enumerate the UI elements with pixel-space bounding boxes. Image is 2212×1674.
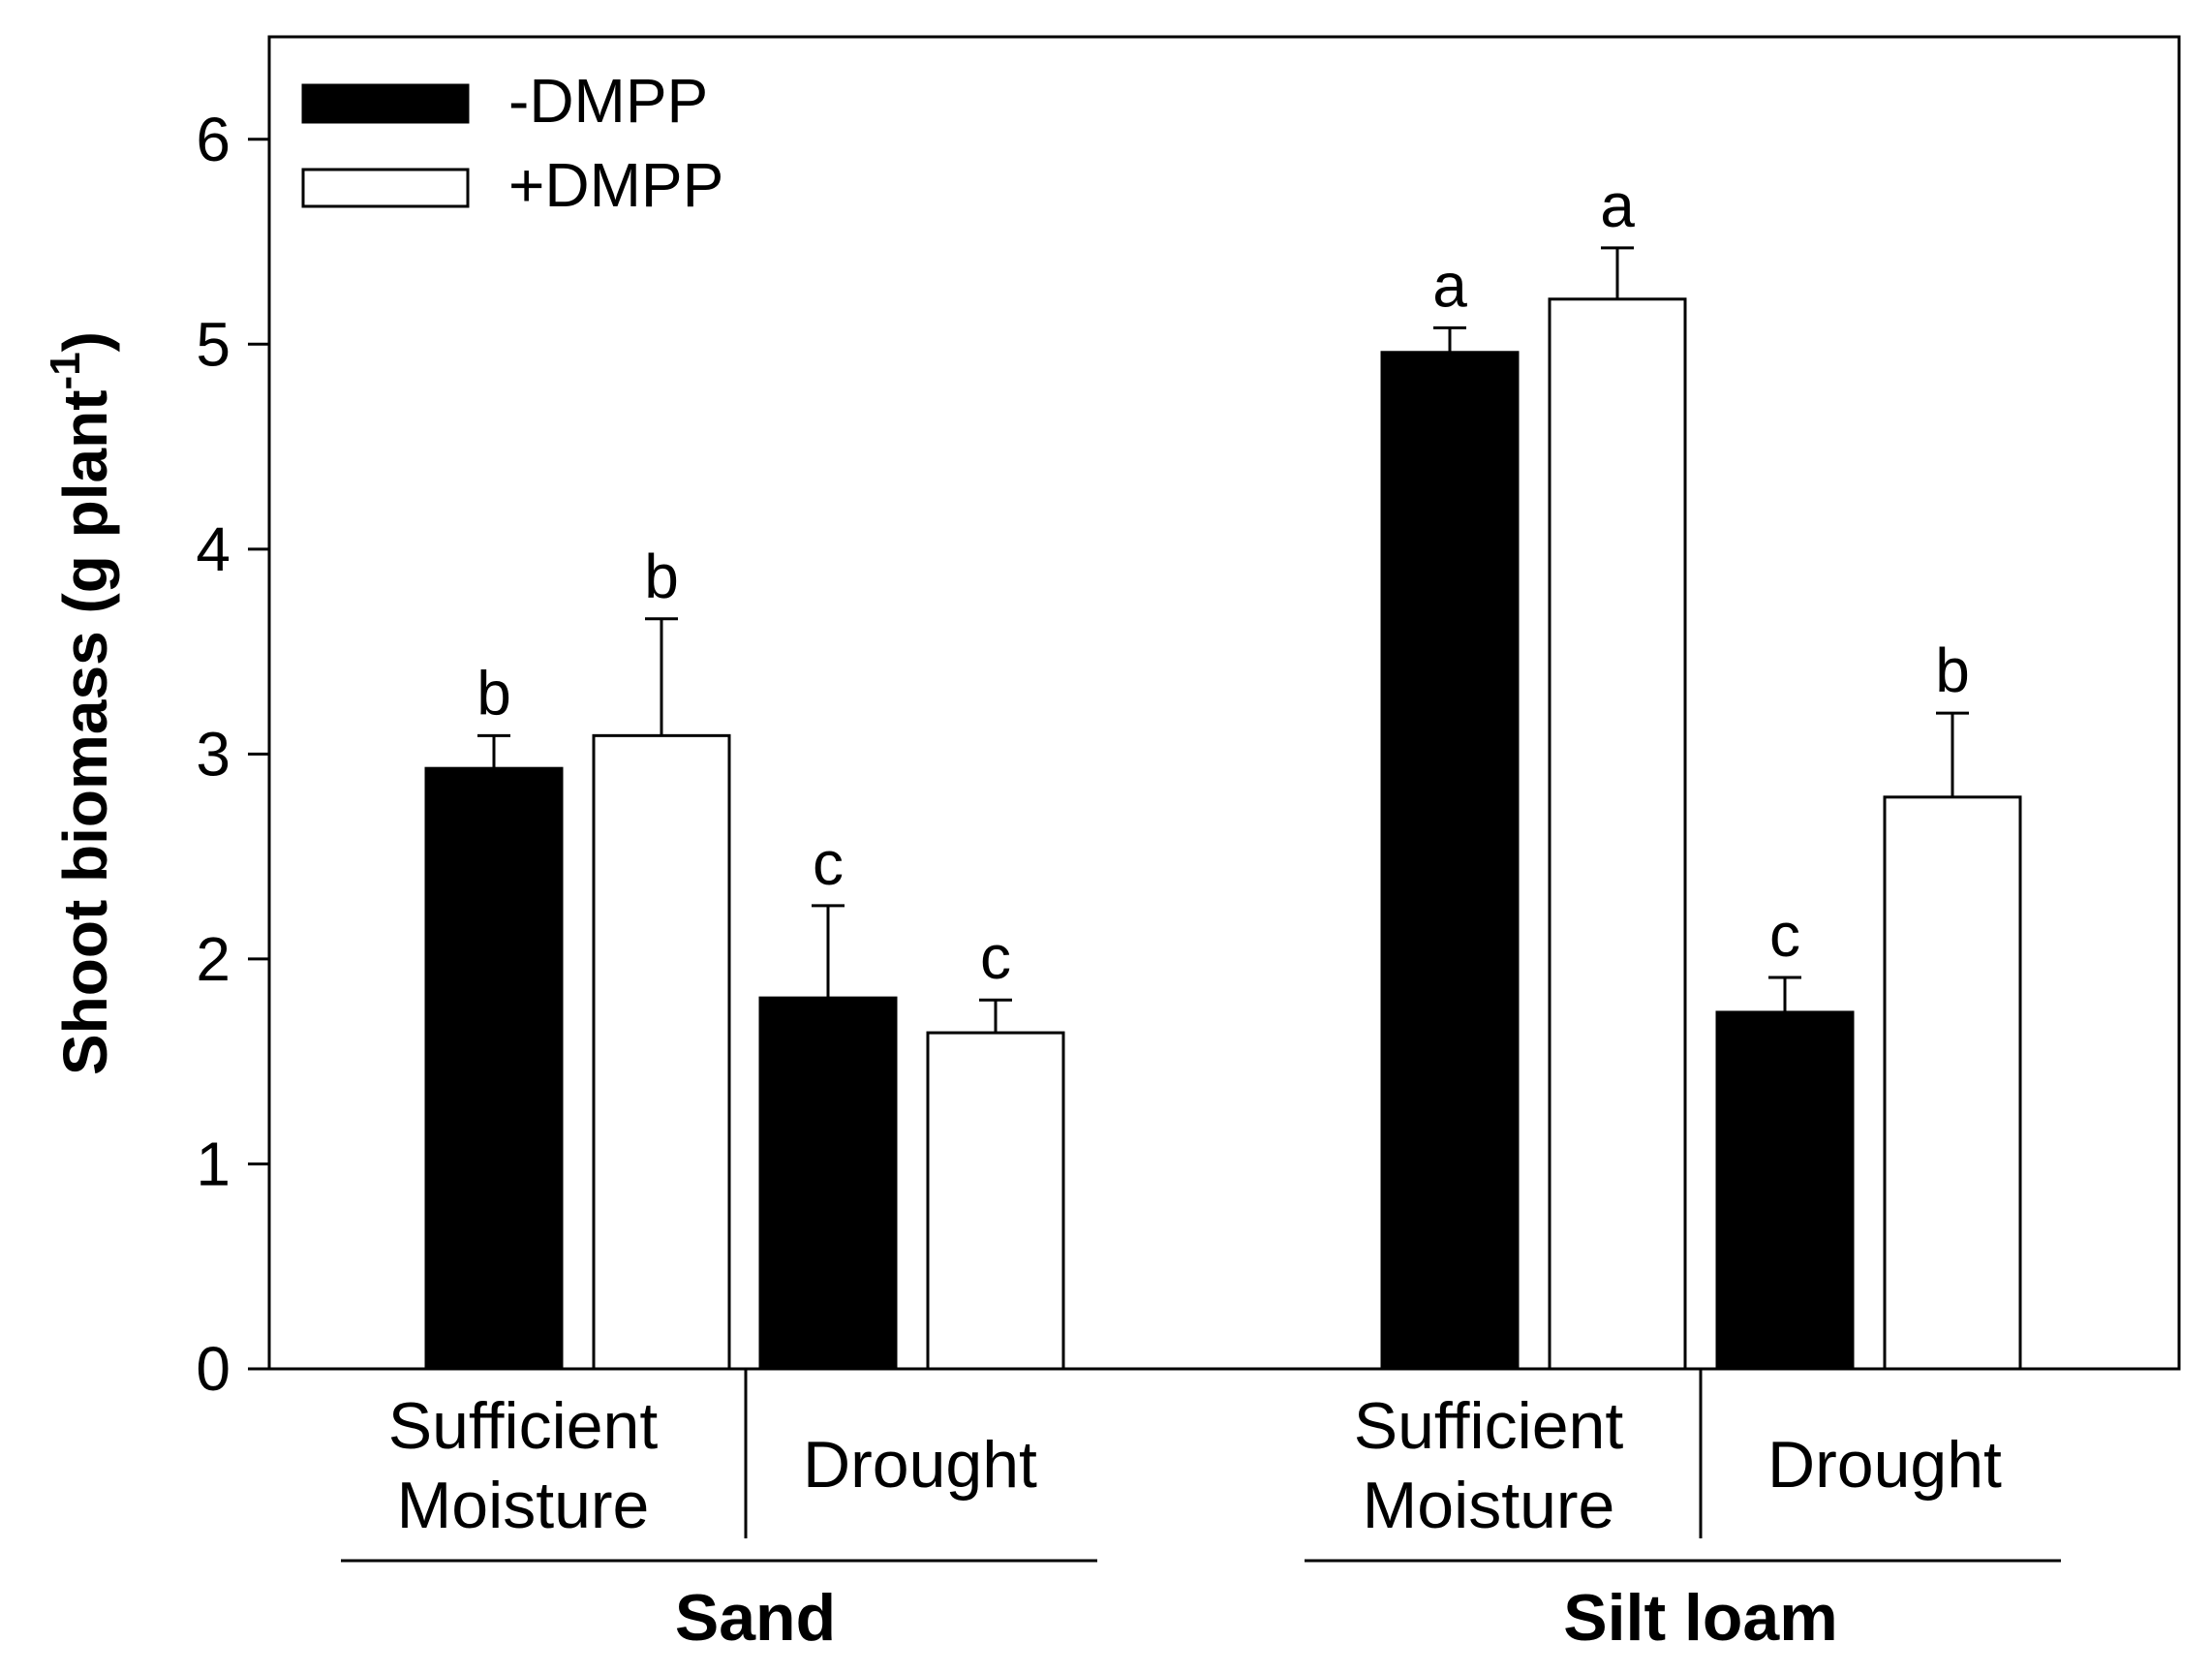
significance-letter-0-1-0: c <box>813 828 844 898</box>
group-label-0: Sand <box>675 1581 836 1655</box>
bar-0-1-1 <box>926 1031 1065 1371</box>
significance-letter-1-1-1: b <box>1935 636 1970 705</box>
category-label-0-0-line-1: Moisture <box>397 1469 650 1542</box>
bar-1-1-0 <box>1715 1010 1855 1371</box>
category-label-0-1-line-0: Drought <box>803 1428 1037 1502</box>
significance-letter-0-0-1: b <box>644 542 679 611</box>
legend-swatch-0 <box>301 83 470 124</box>
y-axis-title: Shoot biomass (g plant-1) <box>42 331 120 1075</box>
bar-1-1-1 <box>1883 795 2022 1371</box>
labels-layer: bbSufficientMoistureccDroughtSandaaSuffi… <box>341 170 2061 1655</box>
y-axis-title-suffix: ) <box>50 331 120 352</box>
legend-label-1: +DMPP <box>508 150 723 220</box>
y-tick-label-4: 4 <box>196 514 230 584</box>
bars-layer <box>424 246 2022 1371</box>
category-label-1-0-line-1: Moisture <box>1363 1469 1615 1542</box>
category-label-0-0-line-0: Sufficient <box>388 1389 659 1463</box>
plot-frame <box>267 35 2181 1371</box>
bar-0-1-0 <box>758 996 898 1371</box>
axes-layer: 0 1 2 3 4 5 6 Shoot biomass (g plant-1) <box>42 35 2181 1404</box>
significance-letter-0-1-1: c <box>980 922 1011 992</box>
category-label-1-1-line-0: Drought <box>1767 1428 2002 1502</box>
significance-letter-0-0-0: b <box>476 658 511 728</box>
legend-swatch-1 <box>301 168 470 208</box>
y-tick-label-3: 3 <box>196 719 230 789</box>
y-axis-title-superscript: -1 <box>42 352 89 389</box>
bar-0-0-0 <box>424 766 564 1371</box>
bar-0-0-1 <box>592 733 731 1371</box>
legend: -DMPP +DMPP <box>301 66 723 220</box>
significance-letter-1-0-1: a <box>1600 170 1635 240</box>
significance-letter-1-0-0: a <box>1432 250 1467 320</box>
legend-label-0: -DMPP <box>508 66 708 136</box>
y-tick-label-2: 2 <box>196 924 230 994</box>
significance-letter-1-1-0: c <box>1769 900 1800 970</box>
y-tick-label-6: 6 <box>196 105 230 174</box>
category-label-1-0-line-0: Sufficient <box>1354 1389 1624 1463</box>
y-tick-label-1: 1 <box>196 1129 230 1198</box>
bar-1-0-1 <box>1548 297 1687 1371</box>
y-tick-label-0: 0 <box>196 1334 230 1404</box>
y-tick-label-5: 5 <box>196 309 230 379</box>
group-label-1: Silt loam <box>1563 1581 1837 1655</box>
bar-1-0-0 <box>1380 351 1520 1371</box>
y-axis-title-main: Shoot biomass (g plant <box>50 389 120 1075</box>
